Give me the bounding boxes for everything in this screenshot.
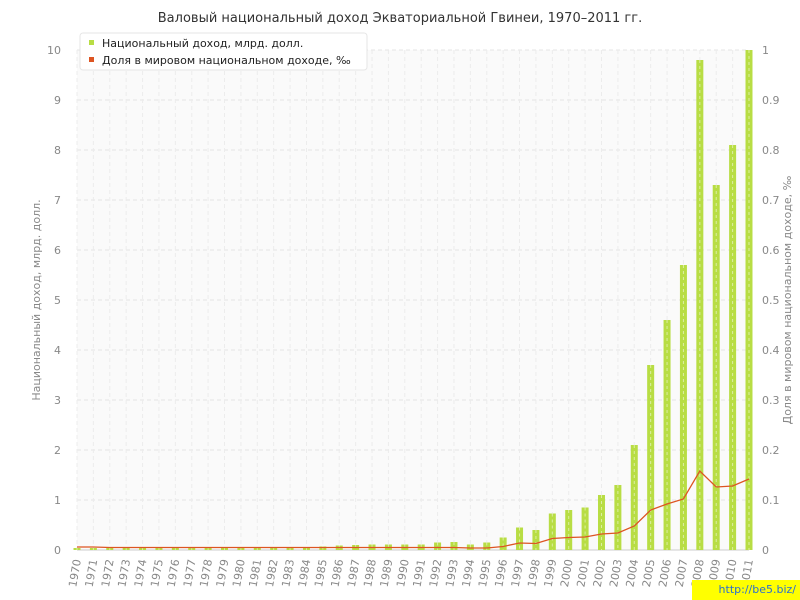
y-tick-label: 10 xyxy=(47,44,61,57)
bar-2008 xyxy=(696,60,704,550)
x-tick-label: 1971 xyxy=(83,558,101,588)
x-tick-label: 1973 xyxy=(115,558,133,588)
x-tick-label: 1991 xyxy=(410,558,428,588)
x-tick-label: 1984 xyxy=(296,558,314,588)
legend-label-share: Доля в мировом национальном доходе, ‰ xyxy=(102,54,351,67)
legend-marker-income xyxy=(89,40,94,45)
x-tick-label: 1981 xyxy=(247,558,265,588)
y-tick-label: 9 xyxy=(54,94,61,107)
x-tick-label: 1986 xyxy=(329,558,347,588)
x-tick-label: 2004 xyxy=(624,558,642,588)
bar-2001 xyxy=(581,507,589,550)
x-tick-label: 2000 xyxy=(558,558,576,588)
bar-1993 xyxy=(450,542,458,550)
y-ticks-right: 0 0.1 0.2 0.3 0.4 0.5 0.6 0.7 0.8 0.9 1 xyxy=(762,44,780,557)
x-tick-label: 1987 xyxy=(345,558,363,588)
y-tick-label: 1 xyxy=(54,494,61,507)
legend-marker-share xyxy=(89,57,94,62)
y-tick-label: 6 xyxy=(54,244,61,257)
x-tick-label: 2001 xyxy=(574,558,592,588)
y2-axis-label: Доля в мировом национальном доходе, ‰ xyxy=(781,175,794,424)
legend-label-income: Национальный доход, млрд. долл. xyxy=(102,37,303,50)
x-tick-label: 1999 xyxy=(542,558,560,588)
y-tick-label: 5 xyxy=(54,294,61,307)
y2-tick-label: 0 xyxy=(762,544,769,557)
x-tick-label: 1988 xyxy=(361,558,379,588)
y2-tick-label: 0.4 xyxy=(762,344,780,357)
legend-box xyxy=(79,32,368,71)
y-axis-label: Национальный доход, млрд. долл. xyxy=(30,199,43,400)
x-tick-label: 2002 xyxy=(591,558,609,588)
y-tick-label: 3 xyxy=(54,394,61,407)
bar-1995 xyxy=(483,542,491,550)
x-ticks: 1970197119721973197419751976197719781979… xyxy=(66,558,756,588)
x-tick-label: 1976 xyxy=(165,558,183,588)
x-tick-label: 2003 xyxy=(607,558,625,588)
y-tick-label: 4 xyxy=(54,344,61,357)
x-tick-label: 1992 xyxy=(427,558,445,588)
x-tick-label: 1996 xyxy=(492,558,510,588)
x-tick-label: 1980 xyxy=(230,558,248,588)
grid xyxy=(76,49,750,551)
share-line xyxy=(77,469,750,549)
bar-2007 xyxy=(679,265,687,550)
bar-1997 xyxy=(516,527,524,550)
x-tick-label: 1990 xyxy=(394,558,412,588)
x-tick-label: 1985 xyxy=(312,558,330,588)
x-tick-label: 1994 xyxy=(460,558,478,588)
x-tick-label: 1972 xyxy=(99,558,117,588)
y2-tick-label: 0.6 xyxy=(762,244,780,257)
x-tick-label: 1989 xyxy=(378,558,396,588)
bars xyxy=(73,50,753,550)
x-tick-label: 1995 xyxy=(476,558,494,588)
y2-tick-label: 0.2 xyxy=(762,444,780,457)
line-series xyxy=(77,469,750,549)
x-tick-label: 1978 xyxy=(197,558,215,588)
y2-tick-label: 0.3 xyxy=(762,394,780,407)
bar-1998 xyxy=(532,530,540,550)
y2-tick-label: 0.7 xyxy=(762,194,780,207)
y-tick-label: 7 xyxy=(54,194,61,207)
bar-2004 xyxy=(630,445,638,550)
x-tick-label: 1997 xyxy=(509,558,527,588)
x-tick-label: 1970 xyxy=(66,558,84,588)
bar-1992 xyxy=(434,542,442,550)
y-tick-label: 0 xyxy=(54,544,61,557)
legend: Национальный доход, млрд. долл. Доля в м… xyxy=(79,32,368,71)
x-tick-label: 2006 xyxy=(656,558,674,588)
x-tick-label: 1982 xyxy=(263,558,281,588)
y2-tick-label: 0.9 xyxy=(762,94,780,107)
x-tick-label: 1977 xyxy=(181,558,199,588)
y-tick-label: 2 xyxy=(54,444,61,457)
x-tick-label: 1998 xyxy=(525,558,543,588)
x-tick-label: 1974 xyxy=(132,558,150,588)
y2-tick-label: 1 xyxy=(762,44,769,57)
x-tick-label: 1979 xyxy=(214,558,232,588)
bar-2002 xyxy=(597,495,605,550)
x-tick-label: 1975 xyxy=(148,558,166,588)
x-tick-label: 2005 xyxy=(640,558,658,588)
bar-2010 xyxy=(729,145,737,550)
y-ticks-left: 0 1 2 3 4 5 6 7 8 9 10 xyxy=(47,44,61,557)
x-tick-label: 1993 xyxy=(443,558,461,588)
bar-2011 xyxy=(745,50,753,550)
y2-tick-label: 0.1 xyxy=(762,494,780,507)
y2-tick-label: 0.8 xyxy=(762,144,780,157)
watermark-link[interactable]: http://be5.biz/ xyxy=(692,580,800,600)
chart-title: Валовый национальный доход Экваториально… xyxy=(158,11,642,26)
x-tick-label: 1983 xyxy=(279,558,297,588)
x-tick-label: 2007 xyxy=(673,558,691,588)
y-tick-label: 8 xyxy=(54,144,61,157)
y2-tick-label: 0.5 xyxy=(762,294,780,307)
